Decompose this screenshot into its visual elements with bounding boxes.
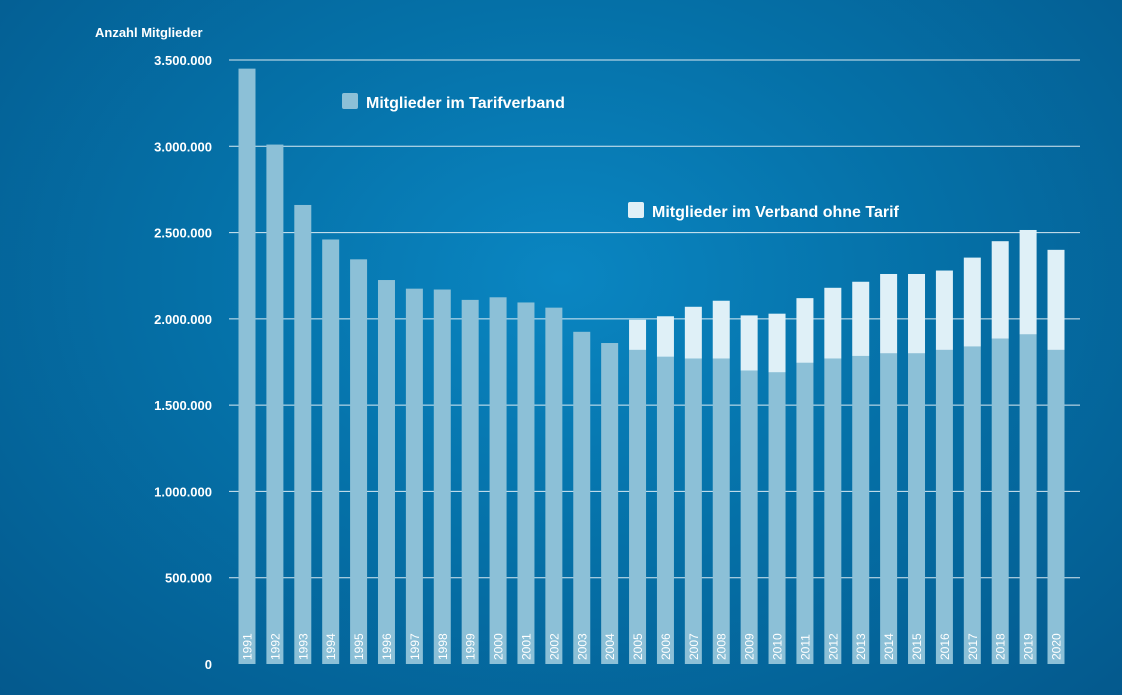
bar-ohne-tarif-2017 [963,257,981,347]
x-tick-label: 2017 [966,633,980,660]
bar-tarifverband-1998 [433,289,451,664]
bars [238,68,1065,665]
x-tick-label: 2020 [1050,633,1064,660]
y-tick-label: 3.000.000 [154,139,212,154]
bar-tarifverband-2012 [824,358,842,664]
y-axis-title: Anzahl Mitglieder [95,25,203,40]
year-labels: 1991 1992 1993 1994 1995 1996 1997 1998 1999 2000… [241,633,1064,660]
x-tick-label: 2002 [547,633,561,660]
x-tick-label: 1994 [324,633,338,660]
y-tick-label: 0 [205,657,212,672]
bar-tarifverband-2009 [740,370,758,664]
x-tick-label: 1991 [241,633,255,660]
bar-tarifverband-1991 [238,68,256,665]
bar-tarifverband-1994 [322,239,340,664]
bar-tarifverband-2016 [935,349,953,664]
y-tick-labels: 0 500.000 1.000.000 1.500.000 2.000.000 2.500… [154,53,212,672]
x-tick-label: 1992 [268,633,282,660]
bar-ohne-tarif-2014 [880,273,898,354]
x-tick-label: 2015 [910,633,924,660]
bar-ohne-tarif-2007 [684,306,702,359]
bar-ohne-tarif-2012 [824,287,842,359]
legend-label-ohne-tarif: Mitglieder im Verband ohne Tarif [652,204,900,221]
bar-tarifverband-2004 [601,343,619,664]
bar-ohne-tarif-2010 [768,313,786,373]
bar-tarifverband-2006 [656,356,674,664]
bar-tarifverband-2001 [517,302,535,664]
bar-tarifverband-2018 [991,338,1009,664]
bar-tarifverband-2003 [573,331,591,664]
bar-tarifverband-2002 [545,307,563,664]
bar-ohne-tarif-2019 [1019,229,1037,335]
bar-tarifverband-2000 [489,297,507,664]
bar-tarifverband-2020 [1047,349,1065,664]
bar-tarifverband-2017 [963,346,981,664]
legend-swatch-ohne-tarif [628,202,644,218]
x-tick-label: 1995 [352,633,366,660]
y-tick-label: 1.000.000 [154,484,212,499]
legend: Mitglieder im Tarifverband Mitglieder im… [342,93,900,221]
x-tick-label: 2018 [994,633,1008,660]
bar-ohne-tarif-2011 [796,298,814,363]
bar-tarifverband-2015 [908,353,926,664]
bar-tarifverband-2008 [712,358,730,664]
bar-tarifverband-2010 [768,372,786,664]
bar-tarifverband-2011 [796,362,814,664]
bar-ohne-tarif-2018 [991,241,1009,339]
x-tick-label: 1997 [408,633,422,660]
grid-lines [229,59,1080,579]
bar-ohne-tarif-2006 [656,316,674,357]
bar-tarifverband-1999 [461,299,479,664]
bar-tarifverband-2014 [880,353,898,664]
bar-tarifverband-2013 [852,355,870,664]
x-tick-label: 2007 [687,633,701,660]
x-tick-label: 2003 [575,633,589,660]
bar-tarifverband-1992 [266,144,284,664]
x-tick-label: 2005 [631,633,645,660]
y-tick-label: 2.000.000 [154,312,212,327]
x-tick-label: 2009 [743,633,757,660]
bar-ohne-tarif-2020 [1047,249,1065,350]
bar-ohne-tarif-2016 [935,270,953,350]
bar-tarifverband-1996 [377,280,395,664]
bar-tarifverband-2005 [629,349,647,664]
x-tick-label: 1993 [296,633,310,660]
x-tick-label: 2000 [492,633,506,660]
bar-tarifverband-1995 [350,259,368,664]
x-tick-label: 2014 [882,633,896,660]
x-tick-label: 2006 [659,633,673,660]
bar-tarifverband-1997 [405,288,423,664]
x-tick-label: 2004 [603,633,617,660]
bar-tarifverband-2007 [684,358,702,664]
x-tick-label: 1998 [436,633,450,660]
legend-label-tarifverband: Mitglieder im Tarifverband [366,95,565,112]
bar-ohne-tarif-2013 [852,281,870,356]
x-tick-label: 2016 [938,633,952,660]
bar-ohne-tarif-2008 [712,300,730,359]
x-tick-label: 2010 [771,633,785,660]
y-tick-label: 2.500.000 [154,226,212,241]
y-tick-label: 500.000 [165,571,212,586]
bar-tarifverband-1993 [294,204,312,664]
x-tick-label: 2019 [1022,633,1036,660]
y-tick-label: 3.500.000 [154,53,212,68]
x-tick-label: 2011 [798,634,812,660]
x-tick-label: 2008 [715,633,729,660]
x-tick-label: 2013 [854,633,868,660]
x-tick-label: 2012 [826,633,840,660]
x-tick-label: 1999 [464,633,478,660]
legend-swatch-tarifverband [342,93,358,109]
bar-ohne-tarif-2009 [740,315,758,371]
y-tick-label: 1.500.000 [154,398,212,413]
bar-tarifverband-2019 [1019,334,1037,664]
bar-ohne-tarif-2015 [908,273,926,354]
bar-ohne-tarif-2005 [629,319,647,350]
x-tick-label: 1996 [380,633,394,660]
x-tick-label: 2001 [519,633,533,660]
